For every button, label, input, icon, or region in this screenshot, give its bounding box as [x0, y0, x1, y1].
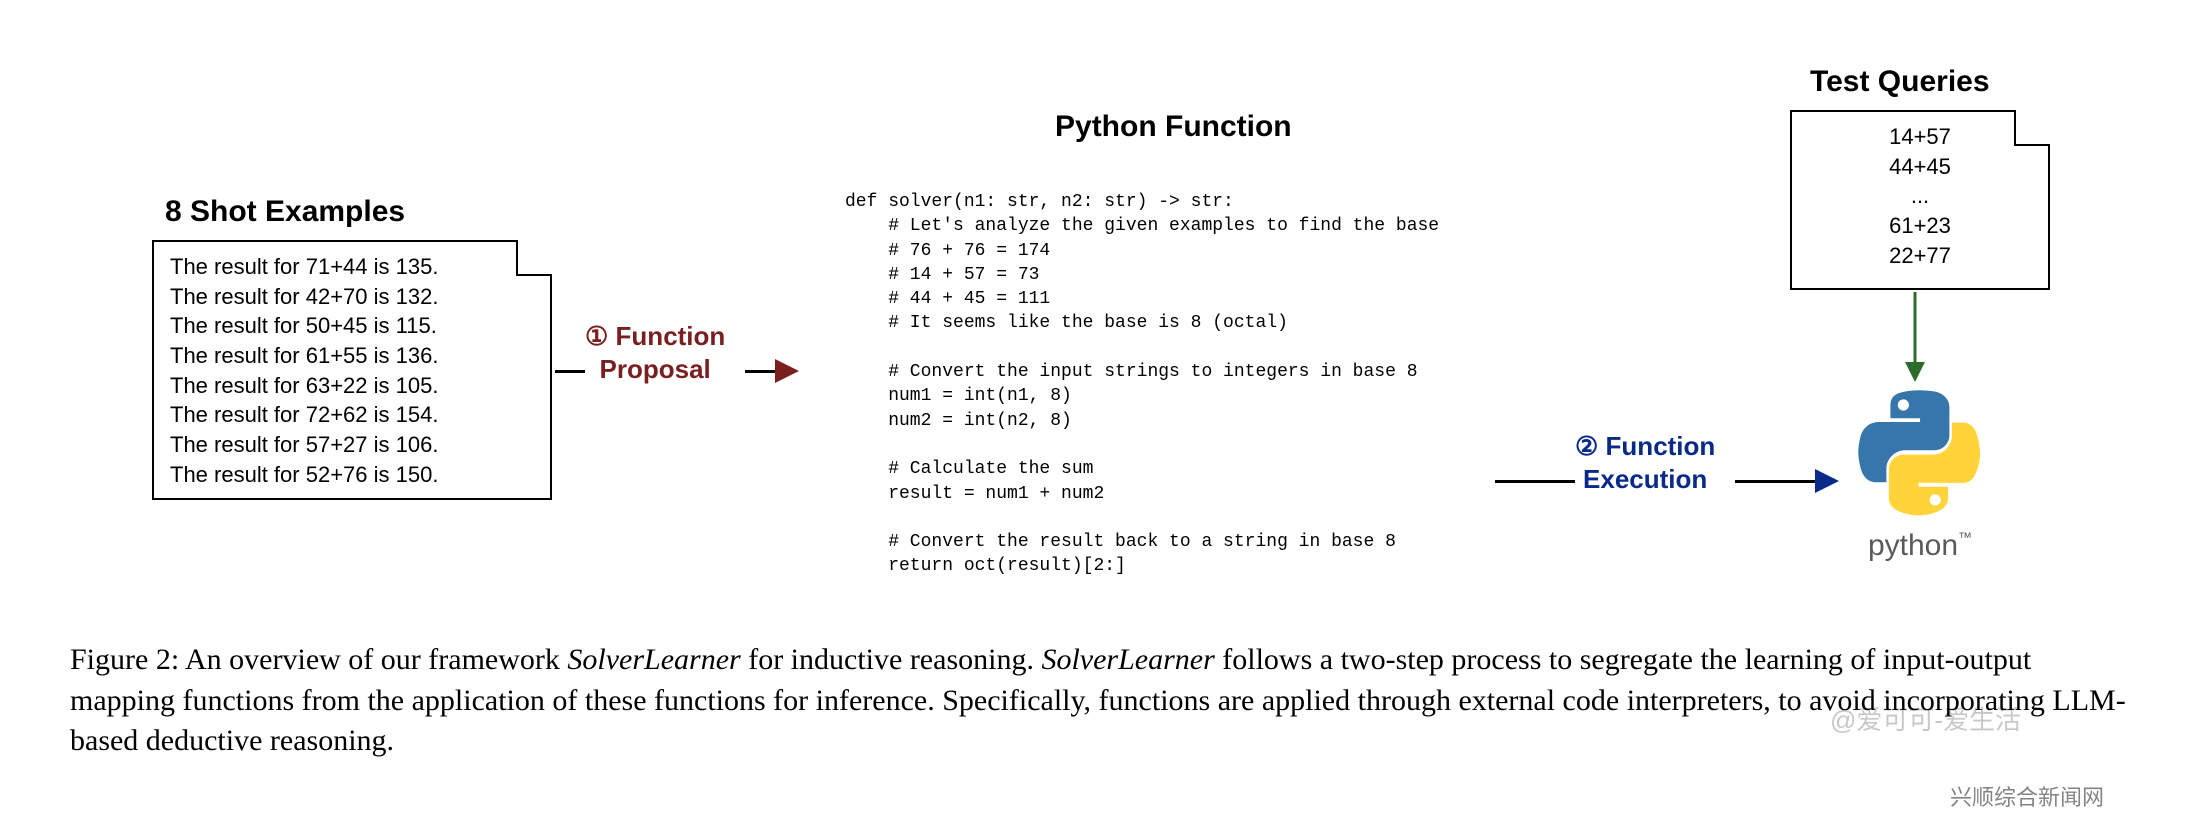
shot-example-line: The result for 42+70 is 132. — [170, 282, 534, 312]
caption-lead: Figure 2: — [70, 643, 179, 676]
test-to-python-arrow-icon — [1903, 292, 1927, 382]
step2-arrow-head-icon — [1815, 469, 1839, 493]
step2-circled-number: ② — [1575, 431, 1598, 461]
caption-body-1: An overview of our framework — [179, 643, 567, 676]
step1-arrow-head-icon — [775, 359, 799, 383]
step2-label: ② Function Execution — [1575, 430, 1715, 495]
shot-example-line: The result for 61+55 is 136. — [170, 341, 534, 371]
test-queries-lines: 14+5744+45...61+2322+77 — [1792, 112, 2048, 280]
test-query-line: ... — [1808, 181, 2032, 211]
shot-example-line: The result for 72+62 is 154. — [170, 400, 534, 430]
shot-example-line: The result for 63+22 is 105. — [170, 371, 534, 401]
shot-example-line: The result for 57+27 is 106. — [170, 430, 534, 460]
shot-examples-lines: The result for 71+44 is 135.The result f… — [154, 242, 550, 500]
caption-body-2: for inductive reasoning. — [741, 643, 1042, 676]
python-function-title: Python Function — [1055, 110, 1292, 144]
paper-fold-icon — [2014, 110, 2050, 146]
step1-label: ① Function Proposal — [585, 320, 725, 385]
watermark-bottom: 兴顺综合新闻网 — [1950, 780, 2104, 812]
test-queries-box: 14+5744+45...61+2322+77 — [1790, 110, 2050, 290]
shot-examples-title: 8 Shot Examples — [165, 195, 405, 229]
test-queries-title: Test Queries — [1810, 65, 1990, 99]
step2-arrow-left-line — [1495, 480, 1575, 483]
step1-line1: Function — [616, 321, 726, 351]
test-query-line: 14+57 — [1808, 122, 2032, 152]
step1-arrow-left-line — [555, 370, 585, 373]
step2-arrow-right-line — [1735, 480, 1815, 483]
step2-line1: Function — [1606, 431, 1716, 461]
test-query-line: 61+23 — [1808, 211, 2032, 241]
python-label: python™ — [1855, 529, 1985, 563]
watermark-right: @爱可可-爱生活 — [1830, 700, 2021, 737]
python-code: def solver(n1: str, n2: str) -> str: # L… — [845, 190, 1439, 579]
shot-example-line: The result for 71+44 is 135. — [170, 252, 534, 282]
step1-circled-number: ① — [585, 321, 608, 351]
test-query-line: 44+45 — [1808, 152, 2032, 182]
figure-caption: Figure 2: An overview of our framework S… — [70, 640, 2130, 762]
shot-example-line: The result for 52+76 is 150. — [170, 460, 534, 490]
shot-example-line: The result for 50+45 is 115. — [170, 311, 534, 341]
test-query-line: 22+77 — [1808, 241, 2032, 271]
caption-em-2: SolverLearner — [1041, 643, 1214, 676]
shot-examples-box: The result for 71+44 is 135.The result f… — [152, 240, 552, 500]
step2-line2: Execution — [1583, 464, 1707, 494]
paper-fold-icon — [516, 240, 552, 276]
caption-em-1: SolverLearner — [567, 643, 740, 676]
python-logo-icon: python™ — [1855, 390, 1985, 563]
step1-arrow-right-line — [745, 370, 775, 373]
step1-line2: Proposal — [600, 354, 711, 384]
